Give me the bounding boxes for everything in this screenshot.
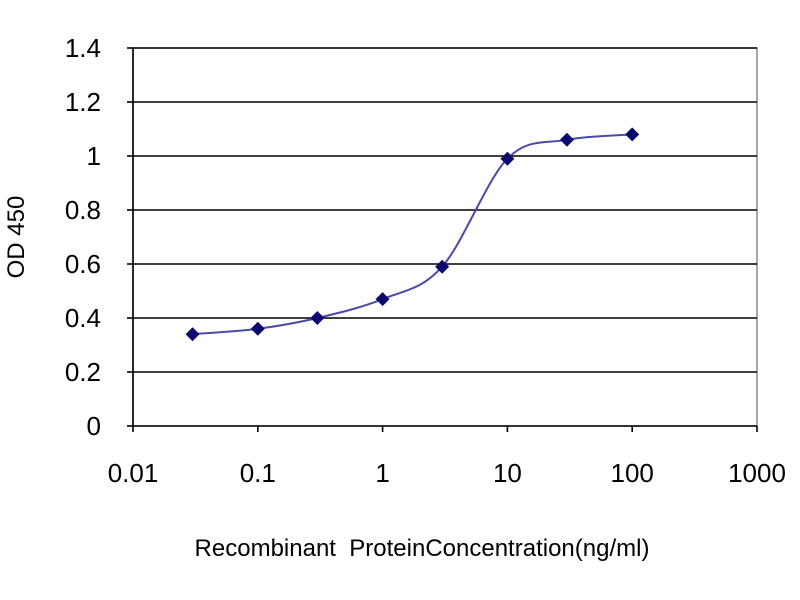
- data-point-marker: [375, 292, 390, 307]
- data-point-marker: [559, 132, 574, 147]
- series-line-0: [192, 133, 633, 336]
- data-point-marker: [310, 311, 325, 325]
- x-tick-label: 10: [493, 458, 522, 488]
- x-axis-title: Recombinant ProteinConcentration(ng/ml): [195, 535, 650, 562]
- y-axis-title: OD 450: [3, 196, 30, 279]
- x-axis-tick-labels: 0.01 0.1 1 10 100 1000: [108, 458, 786, 488]
- x-tick-label: 0.01: [108, 458, 159, 488]
- y-tick-label: 0.2: [65, 357, 101, 387]
- data-point-marker: [185, 327, 200, 342]
- y-tick-label: 0.4: [65, 303, 101, 333]
- x-tick-label: 100: [611, 458, 654, 488]
- y-tick-label: 1: [87, 141, 101, 171]
- y-tick-label: 0: [87, 411, 101, 441]
- data-point-marker: [625, 127, 640, 142]
- y-axis-tick-labels: 0 0.2 0.4 0.6 0.8 1 1.2 1.4: [65, 33, 101, 441]
- y-tick-label: 0.6: [65, 249, 101, 279]
- data-point-marker: [250, 321, 265, 336]
- data-point-marker: [435, 259, 450, 274]
- y-tick-label: 1.4: [65, 33, 101, 63]
- plot-background: [132, 47, 758, 427]
- x-tick-label: 1: [375, 458, 389, 488]
- data-point-marker: [500, 151, 515, 166]
- series-group: [185, 127, 640, 342]
- x-tick-label: 1000: [728, 458, 786, 488]
- x-tick-label: 0.1: [240, 458, 276, 488]
- plot-area: [127, 47, 758, 432]
- y-tick-label: 0.8: [65, 195, 101, 225]
- y-tick-label: 1.2: [65, 87, 101, 117]
